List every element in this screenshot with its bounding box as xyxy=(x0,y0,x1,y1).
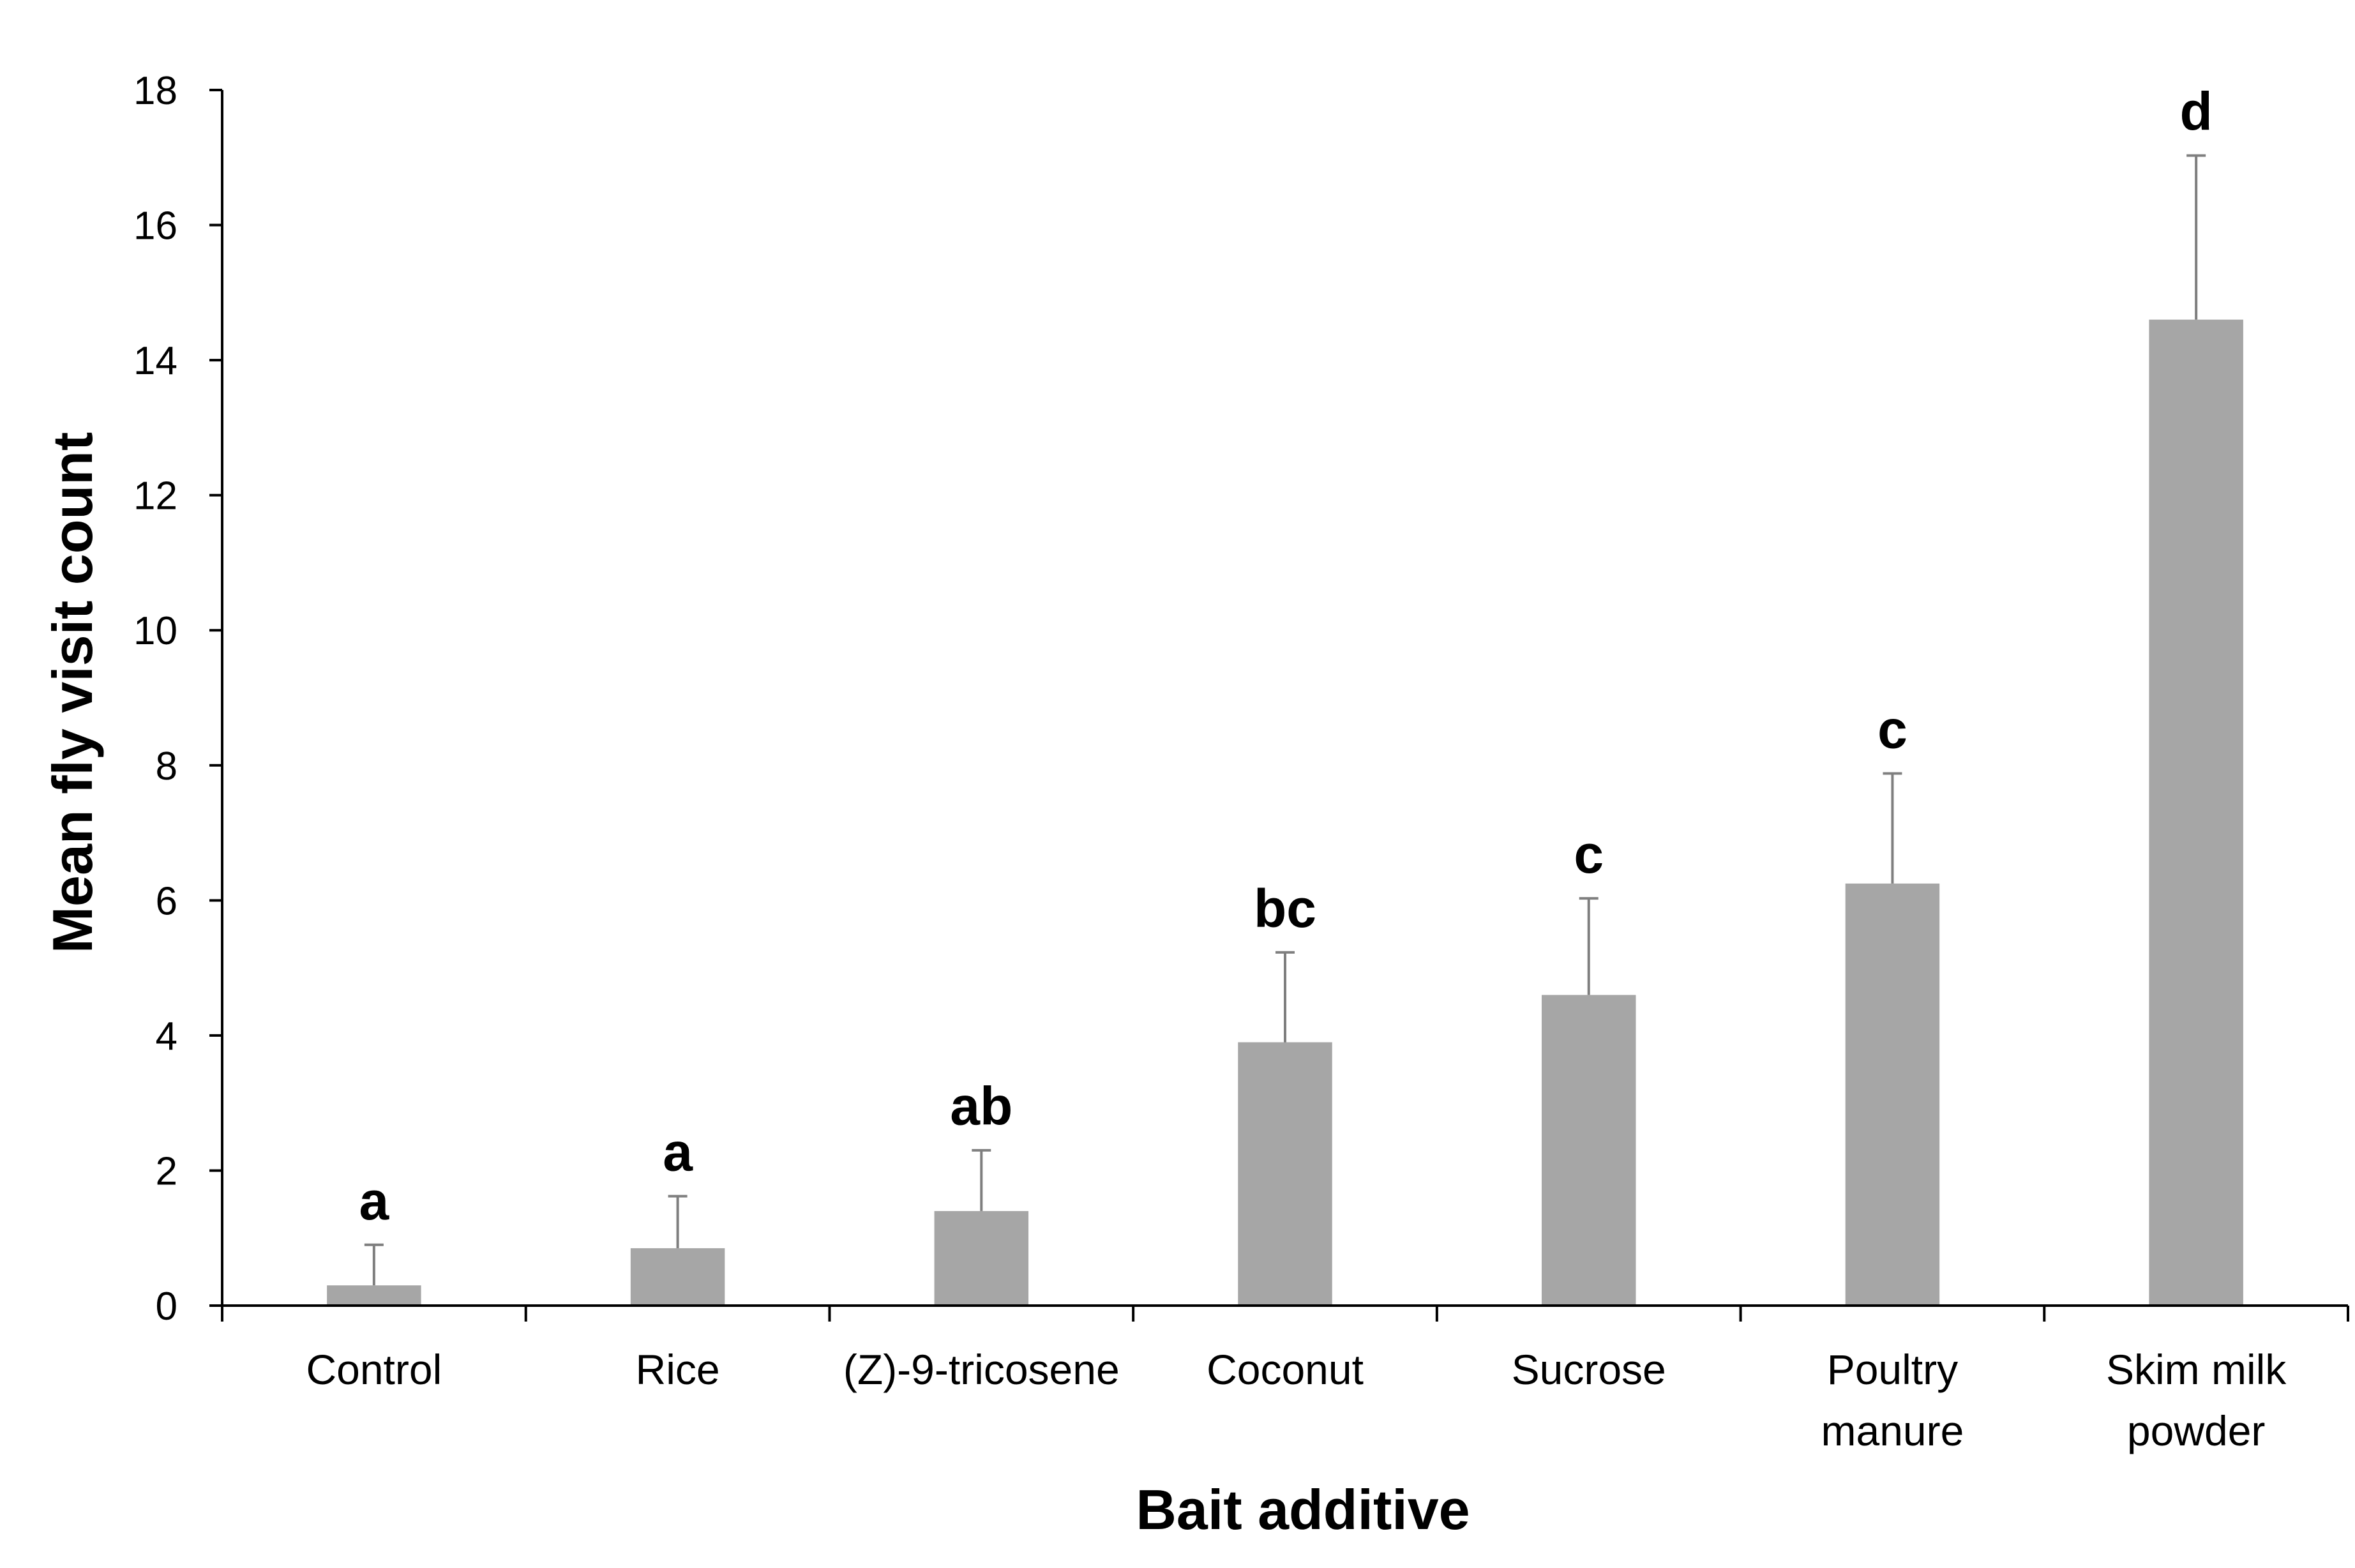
category-label-line: Poultry xyxy=(1827,1346,1958,1393)
bar xyxy=(327,1285,421,1306)
bar xyxy=(1845,883,1940,1306)
category-label: Skim milk powder xyxy=(2106,1346,2287,1454)
significance-label: d xyxy=(2179,82,2212,142)
x-ticks-layer xyxy=(221,1306,2349,1322)
category-label-line: (Z)-9-tricosene xyxy=(843,1346,1120,1393)
bar xyxy=(1238,1042,1332,1306)
category-label: (Z)-9-tricosene xyxy=(843,1346,1120,1393)
y-tick-label: 4 xyxy=(156,1014,177,1059)
y-tick-label: 18 xyxy=(133,69,177,113)
bar xyxy=(630,1248,725,1306)
y-ticks-layer: 0 2 4 6 8 10 12 14 16 18 xyxy=(133,69,222,1329)
bars-layer xyxy=(327,319,2243,1306)
significance-label: ab xyxy=(950,1076,1012,1136)
significance-label: c xyxy=(1877,699,1907,759)
significance-label: a xyxy=(359,1171,389,1231)
category-label-line: manure xyxy=(1821,1407,1964,1454)
significance-labels-layer: a a ab bc c c d xyxy=(359,82,2212,1231)
category-label: Rice xyxy=(636,1346,720,1393)
category-label: Sucrose xyxy=(1512,1346,1666,1393)
significance-label: bc xyxy=(1254,878,1316,939)
x-axis-title: Bait additive xyxy=(1136,1478,1470,1541)
y-tick-label: 0 xyxy=(156,1285,177,1329)
significance-label: a xyxy=(663,1122,693,1182)
y-tick-label: 16 xyxy=(133,204,177,248)
y-axis-title: Mean fly visit count xyxy=(41,432,104,954)
y-tick-label: 8 xyxy=(156,744,177,788)
bar xyxy=(1541,995,1636,1306)
bar xyxy=(2149,319,2243,1306)
category-label-line: Control xyxy=(306,1346,442,1393)
category-label-line: Skim milk xyxy=(2106,1346,2287,1393)
y-tick-label: 10 xyxy=(133,609,177,653)
category-label-line: powder xyxy=(2127,1407,2265,1454)
errorbars-layer xyxy=(364,154,2206,1286)
y-tick-label: 2 xyxy=(156,1149,177,1193)
category-label-line: Coconut xyxy=(1207,1346,1364,1393)
y-tick-label: 6 xyxy=(156,879,177,923)
category-label-line: Rice xyxy=(636,1346,720,1393)
significance-label: c xyxy=(1574,824,1604,884)
y-tick-label: 12 xyxy=(133,474,177,518)
y-tick-label: 14 xyxy=(133,339,177,383)
bar xyxy=(934,1210,1029,1306)
category-labels-layer: Control Rice (Z)-9-tricosene Coconut Sucrose… xyxy=(306,1346,2287,1454)
category-label-line: Sucrose xyxy=(1512,1346,1666,1393)
category-label: Poultry manure xyxy=(1821,1346,1964,1454)
category-label: Coconut xyxy=(1207,1346,1364,1393)
category-label: Control xyxy=(306,1346,442,1393)
axes-layer xyxy=(221,90,2348,1318)
